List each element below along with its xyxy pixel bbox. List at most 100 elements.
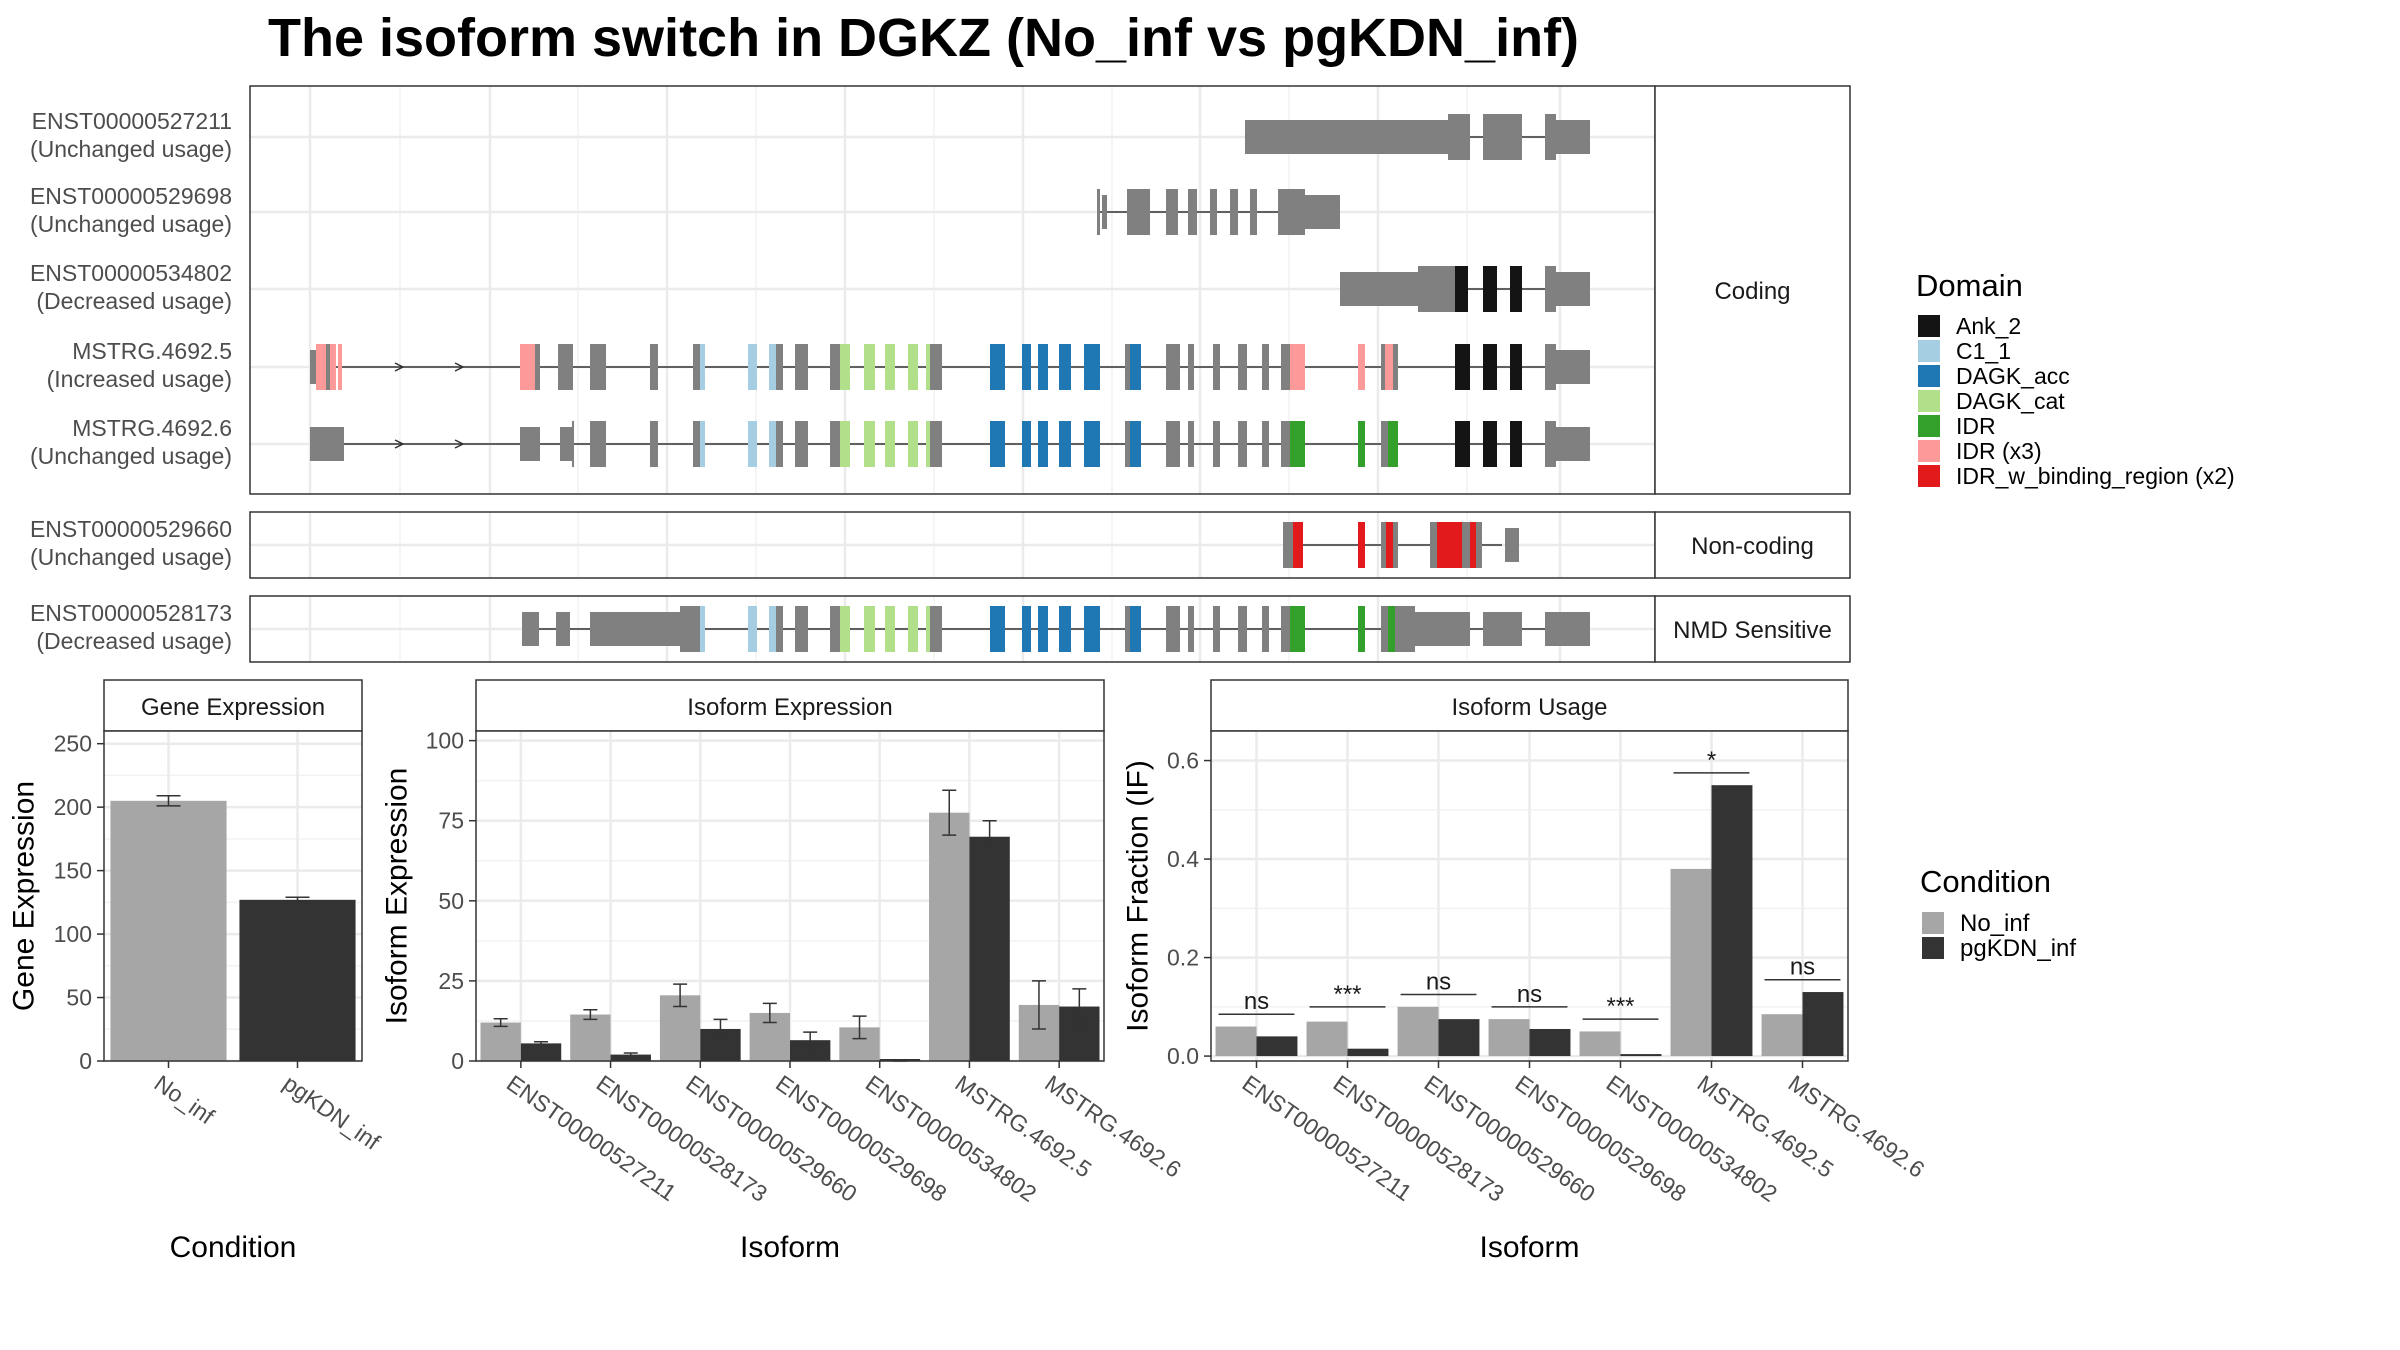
y-tick-label: 250 [54, 731, 92, 757]
domain-exon [885, 606, 895, 652]
chart-title: Isoform Expression [687, 694, 892, 721]
exon-block [1238, 606, 1247, 652]
domain-exon [1483, 421, 1497, 467]
domain-exon [990, 606, 1005, 652]
exon-block [1166, 344, 1180, 390]
exon-block [1278, 189, 1305, 235]
chart-strip [103, 679, 363, 732]
bar [1347, 1048, 1389, 1057]
exon-block [795, 606, 808, 652]
legend-title: Domain [1916, 268, 2023, 303]
domain-exon [1437, 522, 1462, 568]
domain-exon [1385, 344, 1393, 390]
exon-block [1262, 421, 1269, 467]
significance-label: ns [1426, 969, 1451, 996]
exon-block [1125, 344, 1130, 390]
domain-exon [1455, 344, 1470, 390]
domain-exon [1084, 344, 1100, 390]
bar [1215, 1026, 1257, 1057]
legend-label: IDR (x3) [1956, 438, 2042, 464]
domain-exon [1293, 522, 1303, 568]
transcript-id-label: ENST00000527211 [32, 108, 232, 134]
exon-block [693, 421, 700, 467]
legend-label: pgKDN_inf [1960, 935, 2076, 962]
significance-label: * [1707, 747, 1716, 774]
exon-block [1102, 195, 1107, 229]
transcript-id-label: ENST00000528173 [30, 600, 232, 626]
exon-block [1166, 189, 1178, 235]
exon-block [1262, 344, 1269, 390]
y-tick-label: 0 [451, 1048, 464, 1074]
exon-block [558, 344, 573, 390]
domain-exon [908, 421, 918, 467]
domain-exon [769, 344, 776, 390]
bar [570, 1014, 611, 1061]
x-tick-label: ENST00000528173 [1329, 1070, 1509, 1207]
exon-block [535, 344, 540, 390]
domain-exon [908, 606, 918, 652]
bar [239, 899, 356, 1061]
y-tick-label: 0.0 [1167, 1043, 1199, 1069]
exon-block [1262, 606, 1269, 652]
strand-arrow [394, 362, 405, 372]
exon-block [1556, 350, 1590, 384]
exon-block [1283, 522, 1293, 568]
transcript-usage-label: (Unchanged usage) [30, 443, 232, 469]
figure-title: The isoform switch in DGKZ (No_inf vs pg… [268, 8, 1579, 68]
domain-exon [840, 344, 850, 390]
legend-label: IDR_w_binding_region (x2) [1956, 463, 2235, 489]
domain-exon [1455, 266, 1468, 312]
domain-exon [1358, 421, 1365, 467]
transcript-usage-label: (Increased usage) [47, 366, 232, 392]
bar [1711, 785, 1753, 1057]
exon-block [1166, 421, 1180, 467]
exon-block [1545, 114, 1556, 160]
exon-block [522, 612, 539, 646]
domain-exon [864, 606, 875, 652]
exon-block [310, 350, 316, 384]
y-tick-label: 0.4 [1167, 846, 1199, 872]
exon-block [1213, 421, 1220, 467]
exon-block [1281, 606, 1290, 652]
domain-exon [1358, 606, 1365, 652]
facet-strip-label: Non-coding [1691, 533, 1814, 560]
transcript-id-label: MSTRG.4692.6 [72, 415, 232, 441]
domain-exon [885, 344, 895, 390]
exon-block [930, 421, 942, 467]
domain-exon [840, 421, 850, 467]
bar [480, 1022, 521, 1061]
y-tick-label: 200 [54, 794, 92, 820]
domain-exon [700, 606, 705, 652]
transcript-usage-label: (Unchanged usage) [30, 211, 232, 237]
domain-exon [990, 344, 1005, 390]
domain-exon [840, 606, 850, 652]
domain-exon [885, 421, 895, 467]
legend-key [1918, 415, 1940, 437]
chart-title: Isoform Usage [1451, 694, 1607, 721]
domain-exon [1510, 421, 1522, 467]
transcript-id-label: ENST00000534802 [30, 260, 232, 286]
exon-block [1545, 266, 1556, 312]
plot-border [103, 730, 363, 1062]
domain-exon [1290, 344, 1305, 390]
bar [1579, 1031, 1621, 1057]
exon-block [830, 606, 840, 652]
exon-block [830, 344, 840, 390]
exon-block [1213, 606, 1220, 652]
exon-block [1393, 522, 1398, 568]
legend-title: Condition [1920, 864, 2051, 899]
bar [1802, 992, 1844, 1057]
legend-key [1922, 912, 1944, 934]
exon-block [1556, 120, 1590, 154]
x-tick-label: ENST00000527211 [1238, 1070, 1417, 1206]
exon-block [693, 606, 700, 652]
x-tick-label: pgKDN_inf [279, 1070, 386, 1155]
exon-block [1381, 421, 1388, 467]
strand-arrow [454, 439, 465, 449]
error-bar [713, 1018, 728, 1040]
